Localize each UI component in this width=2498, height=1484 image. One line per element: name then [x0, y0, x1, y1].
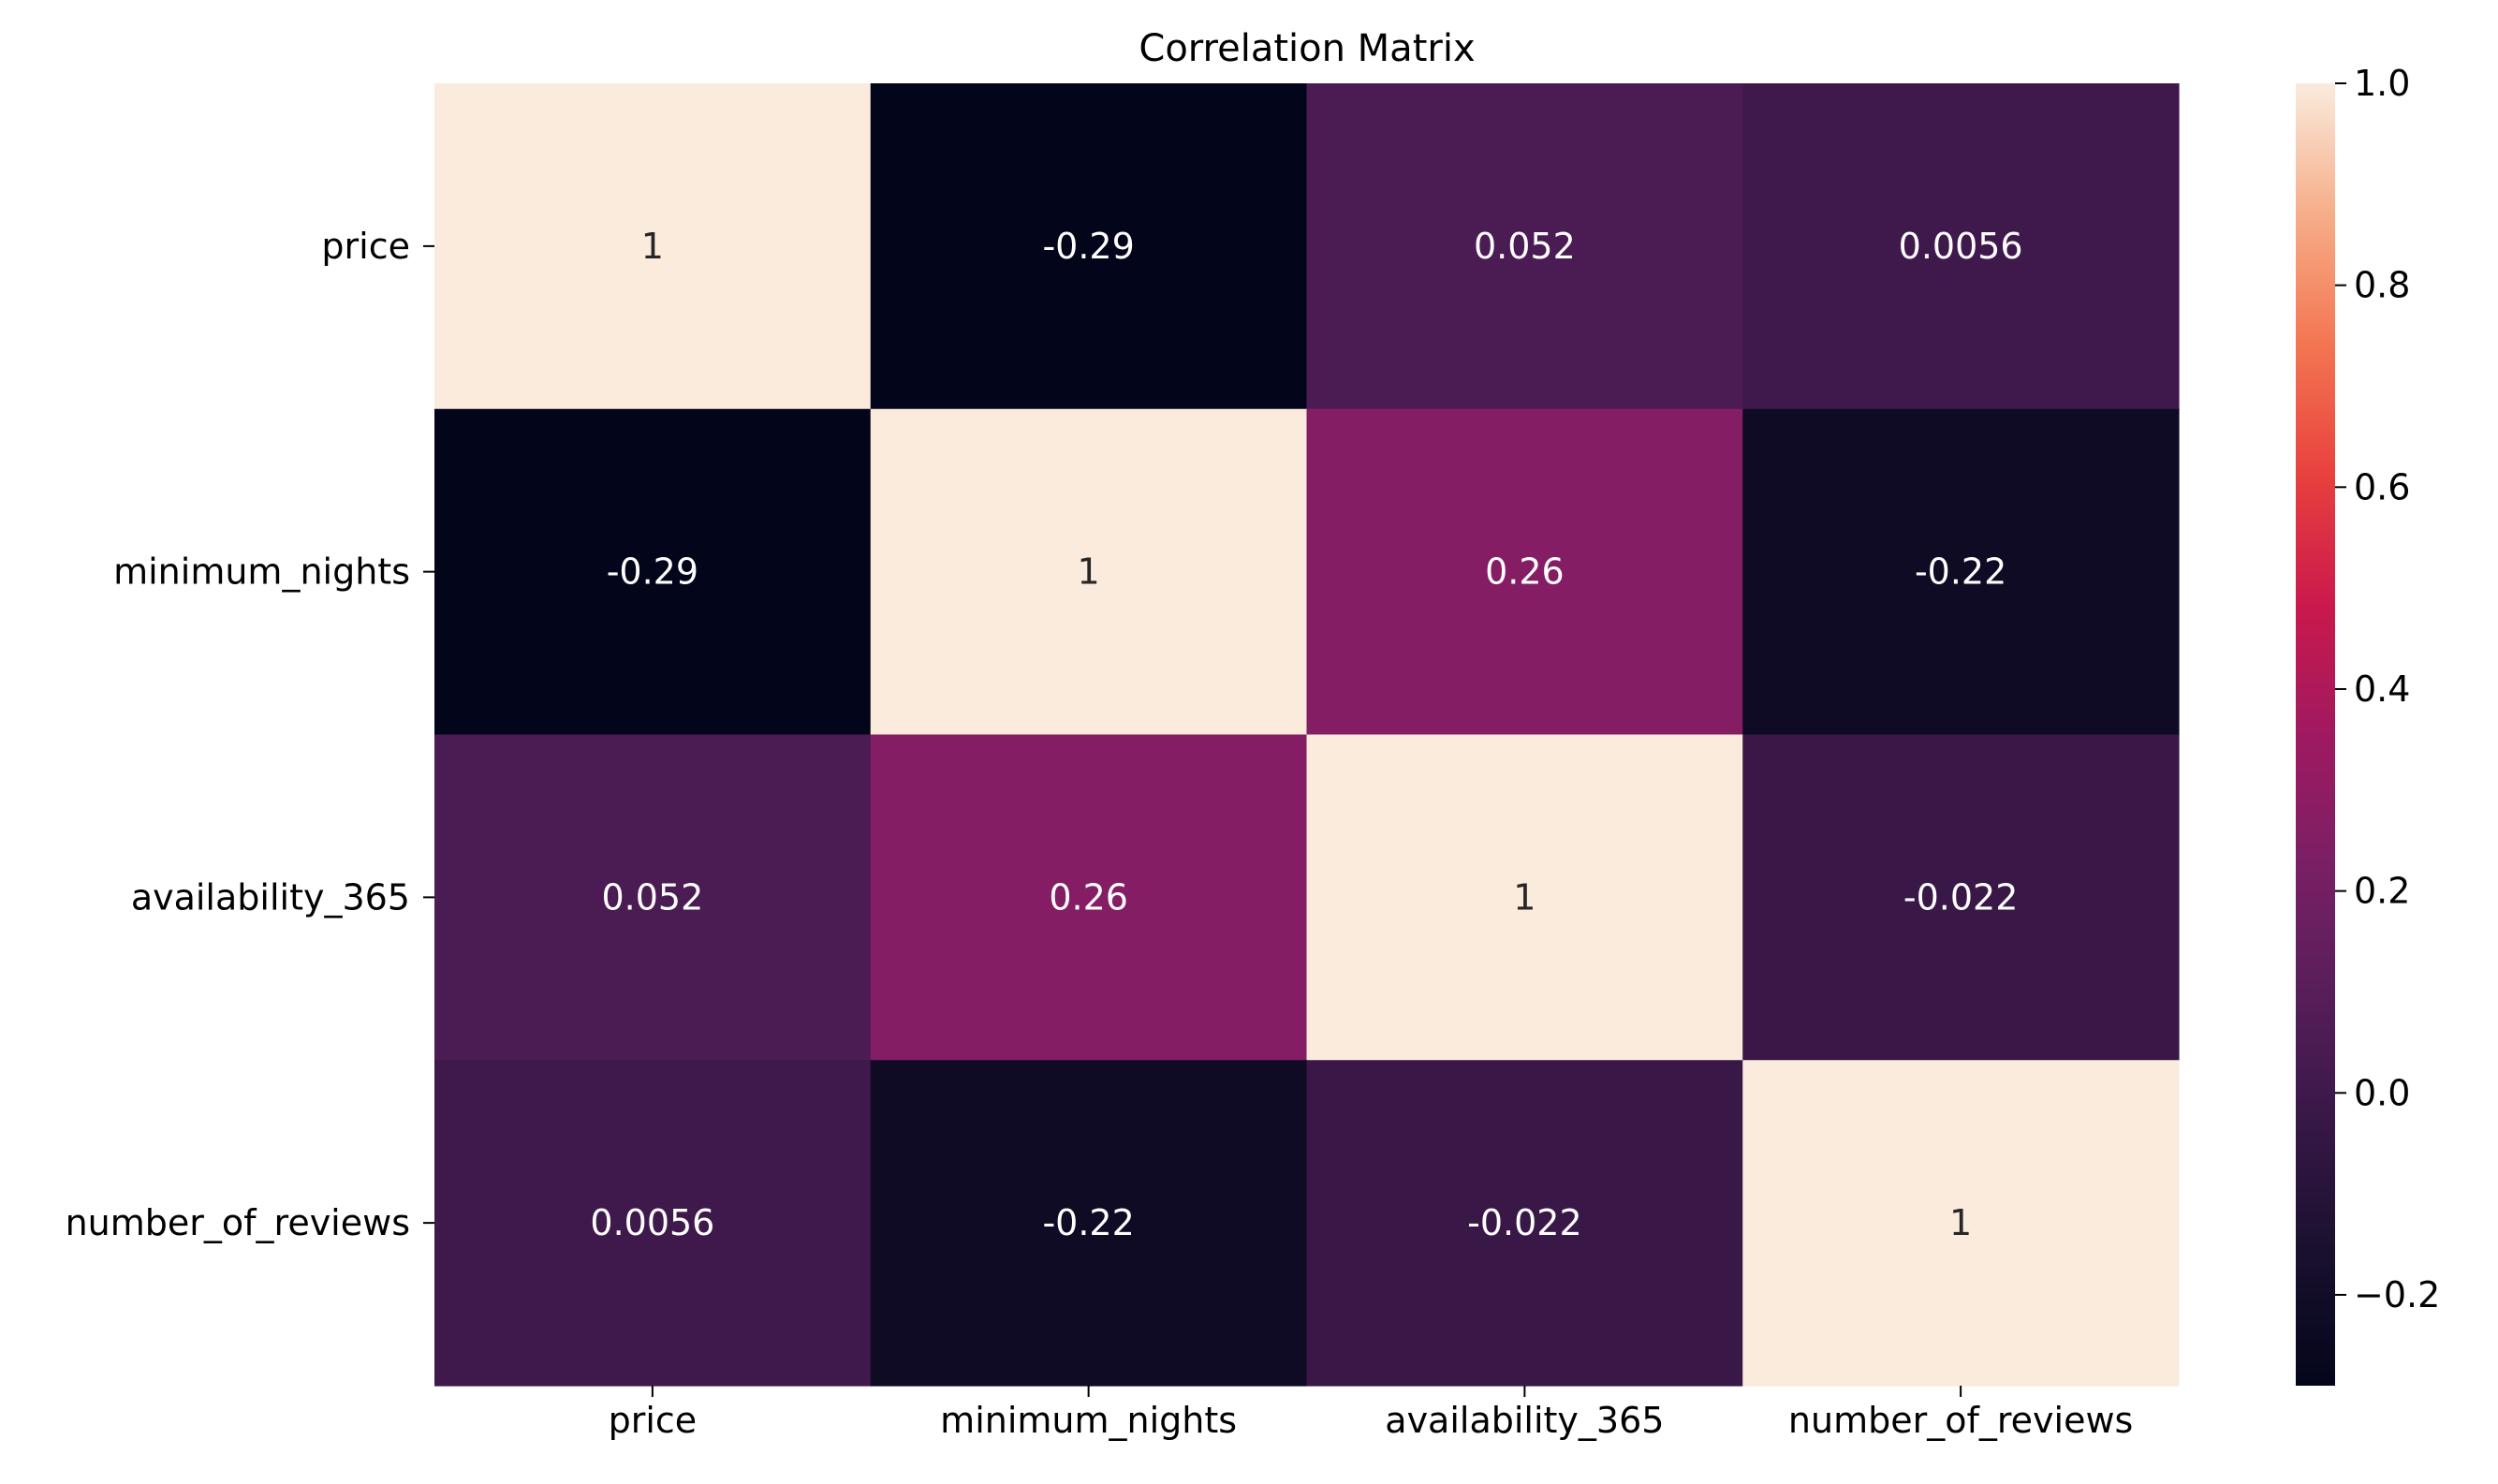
heatmap-cell-0-3	[1742, 83, 2180, 410]
cell-label-2-0: 0.052	[601, 876, 703, 918]
cell-label-3-3: 1	[1949, 1202, 1972, 1243]
y-tick-label-1: minimum_nights	[113, 551, 410, 593]
y-tick-label-2: availability_365	[131, 876, 410, 918]
cell-label-2-3: -0.022	[1903, 876, 2019, 918]
y-axis: price minimum_nights availability_365numbe…	[66, 226, 434, 1243]
heatmap-cell-3-2	[1306, 1060, 1743, 1387]
heatmap-cell-1-0	[434, 408, 872, 736]
x-tick-label-0: price	[609, 1400, 698, 1441]
heatmap-cell-0-0	[434, 83, 872, 410]
chart-title: Correlation Matrix	[1139, 27, 1475, 70]
colorbar: −0.2 0.0 0.2 0.4 0.6 0.8 1.0	[2296, 63, 2440, 1386]
cell-label-2-1: 0.26	[1049, 876, 1128, 918]
colorbar-tick-label-2: 0.2	[2354, 871, 2410, 912]
heatmap-cell-0-2	[1306, 83, 1743, 410]
cell-label-3-0: 0.0056	[590, 1202, 714, 1243]
colorbar-tick-label-1: 0.0	[2354, 1072, 2410, 1113]
colorbar-gradient	[2296, 83, 2335, 1386]
y-tick-label-0: price	[321, 226, 410, 267]
heatmap-cells: 1 -0.29 0.052 0.0056 -0.29 1 0.26 -0.22 0.052 0.2…	[434, 83, 2180, 1387]
heatmap-cell-2-2	[1306, 734, 1743, 1061]
heatmap-cell-2-0	[434, 734, 872, 1061]
cell-label-1-1: 1	[1078, 551, 1100, 593]
cell-label-0-1: -0.29	[1042, 226, 1134, 267]
cell-label-1-2: 0.26	[1485, 551, 1565, 593]
x-axis: price minimum_nights availability_365 numbe…	[609, 1386, 2133, 1441]
cell-label-1-0: -0.29	[607, 551, 698, 593]
heatmap-cell-2-1	[870, 734, 1308, 1061]
colorbar-tick-label-5: 0.8	[2354, 265, 2410, 306]
cell-label-0-0: 1	[641, 226, 664, 267]
x-tick-label-1: minimum_nights	[940, 1400, 1237, 1441]
cell-label-2-2: 1	[1513, 876, 1536, 918]
heatmap-cell-3-1	[870, 1060, 1308, 1387]
colorbar-tick-label-4: 0.6	[2354, 466, 2410, 507]
x-tick-label-3: number_of_reviews	[1788, 1400, 2133, 1441]
cell-label-3-2: -0.022	[1467, 1202, 1582, 1243]
cell-label-3-1: -0.22	[1042, 1202, 1134, 1243]
cell-label-0-3: 0.0056	[1899, 226, 2023, 267]
x-tick-label-2: availability_365	[1385, 1400, 1664, 1441]
heatmap-cell-3-3	[1742, 1060, 2180, 1387]
colorbar-tick-label-0: −0.2	[2354, 1274, 2440, 1315]
heatmap-cell-1-1	[870, 408, 1308, 736]
y-tick-label-3: number_of_reviews	[66, 1202, 410, 1243]
heatmap-cell-1-2	[1306, 408, 1743, 736]
heatmap-cell-2-3	[1742, 734, 2180, 1061]
cell-label-0-2: 0.052	[1474, 226, 1576, 267]
cell-label-1-3: -0.22	[1915, 551, 2006, 593]
heatmap-cell-1-3	[1742, 408, 2180, 736]
heatmap-cell-0-1	[870, 83, 1308, 410]
heatmap-cell-3-0	[434, 1060, 872, 1387]
colorbar-tick-label-6: 1.0	[2354, 63, 2410, 104]
colorbar-tick-label-3: 0.4	[2354, 669, 2410, 710]
